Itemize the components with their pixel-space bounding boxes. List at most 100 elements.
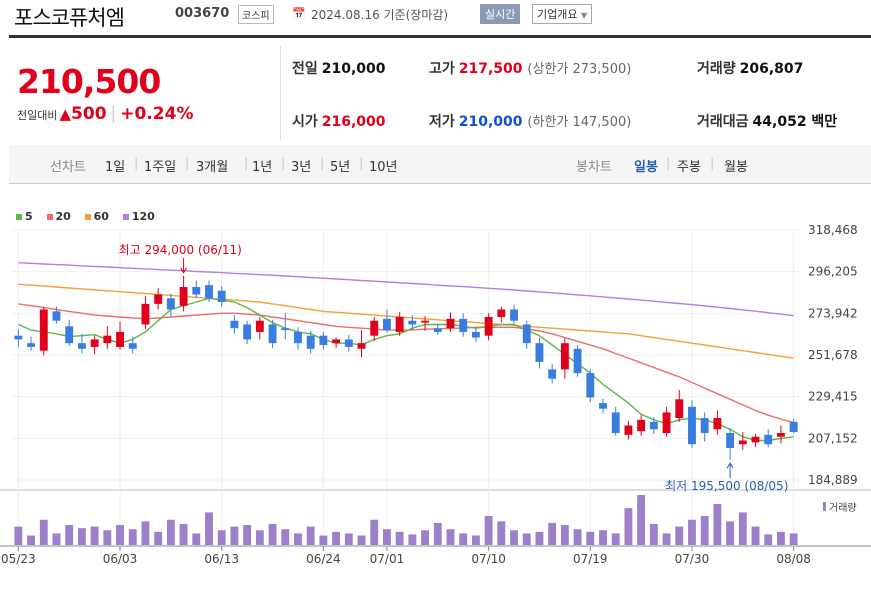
y-tick-label: 229,415 — [808, 390, 858, 404]
volume-bar — [192, 533, 201, 545]
period-3y[interactable]: 3년 — [291, 160, 312, 175]
volume-bar — [764, 534, 773, 545]
volume-bar — [789, 533, 798, 545]
period-10y[interactable]: 10년 — [369, 160, 398, 175]
realtime-button[interactable]: 실시간 — [480, 4, 521, 24]
candle-body — [751, 436, 760, 443]
volume-bar — [548, 522, 557, 545]
candle-body — [535, 343, 544, 362]
candle-body — [408, 320, 417, 325]
volume-bar — [332, 531, 341, 545]
period-3m[interactable]: 3개월 — [196, 160, 229, 175]
volume-bar — [510, 530, 518, 545]
stock-code: 003670 — [175, 6, 230, 21]
volume-bar — [560, 525, 569, 545]
candle-body — [230, 320, 239, 329]
volume-bar — [713, 503, 722, 545]
period-1d[interactable]: 1일 — [105, 160, 126, 175]
candle-body — [255, 320, 264, 332]
change-label: 전일대비 — [17, 109, 58, 122]
company-overview-dropdown[interactable]: 기업개요 ▼ — [532, 4, 593, 24]
candle-body — [688, 406, 696, 445]
volume-bar — [103, 530, 112, 545]
volume-bar — [408, 534, 417, 545]
trade-amount: 거래대금 44,052 백만 — [697, 114, 838, 130]
y-tick-label: 318,468 — [808, 223, 858, 237]
x-tick-label: 08/08 — [776, 552, 811, 566]
candle-body — [471, 331, 480, 338]
candle-daily[interactable]: 일봉 — [634, 160, 658, 175]
candle-body — [624, 425, 633, 435]
volume-bar — [421, 530, 430, 545]
divider: | — [359, 156, 364, 171]
candle-body — [611, 412, 620, 434]
volume-bar — [230, 526, 239, 545]
change-row: 전일대비 ▲500 | +0.24% — [17, 104, 194, 124]
candle-body — [459, 318, 468, 332]
volume-bar — [382, 529, 391, 545]
volume-legend-swatch — [823, 502, 826, 511]
volume-bar — [255, 530, 264, 545]
candle-body — [764, 434, 773, 445]
candle-body — [370, 320, 379, 336]
volume-bar — [141, 521, 150, 545]
candle-body — [738, 440, 747, 445]
candle-body — [103, 335, 112, 344]
candle-body — [726, 433, 735, 448]
ma120-line — [18, 262, 794, 317]
candle-body — [649, 421, 658, 430]
legend-ma60: 60 — [84, 210, 109, 223]
divider: | — [666, 156, 671, 171]
volume-bar — [675, 526, 684, 545]
volume-stat: 거래량 206,807 — [697, 61, 804, 77]
volume-bar — [370, 519, 379, 545]
quote-date: 2024.08.16 기준(장마감) — [311, 8, 449, 22]
volume-label: 거래량 — [829, 502, 857, 514]
candle-body — [281, 328, 290, 331]
candle-body — [421, 320, 430, 323]
volume-bar — [776, 531, 785, 545]
period-1w[interactable]: 1주일 — [144, 160, 177, 175]
candle-body — [90, 339, 99, 347]
candle-body — [14, 335, 23, 340]
volume-bar — [497, 521, 506, 545]
x-tick-label: 06/24 — [306, 552, 341, 566]
period-1y[interactable]: 1년 — [252, 160, 273, 175]
line-chart-label: 선차트 — [50, 160, 86, 175]
volume-bar — [344, 533, 353, 545]
candle-body — [484, 316, 493, 336]
candle-body — [357, 343, 366, 349]
candle-body — [522, 324, 531, 344]
candle-body — [306, 335, 315, 349]
quote-panel: 210,500 전일대비 ▲500 | +0.24% 전일 210,000 고가 217,… — [9, 35, 871, 149]
change-amount: 500 — [71, 104, 107, 124]
divider: | — [110, 104, 117, 124]
legend-ma120: 120 — [122, 210, 155, 223]
change-percent: +0.24% — [120, 104, 194, 124]
volume-bar — [179, 523, 188, 545]
candle-body — [243, 324, 252, 340]
volume-bar — [751, 526, 760, 545]
volume-bar — [738, 512, 747, 545]
volume-bar — [471, 535, 480, 545]
volume-bar — [573, 529, 582, 545]
volume-bar — [662, 533, 671, 545]
y-tick-label: 184,889 — [808, 473, 858, 487]
volume-bar — [116, 525, 124, 545]
period-5y[interactable]: 5년 — [330, 160, 351, 175]
x-tick-label: 06/13 — [204, 552, 239, 566]
candle-weekly[interactable]: 주봉 — [677, 160, 701, 175]
candle-monthly[interactable]: 월봉 — [724, 160, 748, 175]
prev-close: 전일 210,000 — [292, 61, 386, 77]
low-arrow-head — [726, 462, 734, 469]
volume-bar — [624, 508, 633, 545]
low-annotation: 최저 195,500 (08/05) — [665, 479, 788, 493]
volume-bar — [459, 533, 468, 545]
volume-bar — [128, 529, 137, 545]
volume-bar — [726, 521, 735, 545]
candle-body — [548, 369, 557, 379]
candle-body — [586, 373, 595, 398]
ma5-line — [18, 297, 794, 442]
volume-bar — [688, 519, 696, 545]
candle-body — [382, 318, 391, 331]
